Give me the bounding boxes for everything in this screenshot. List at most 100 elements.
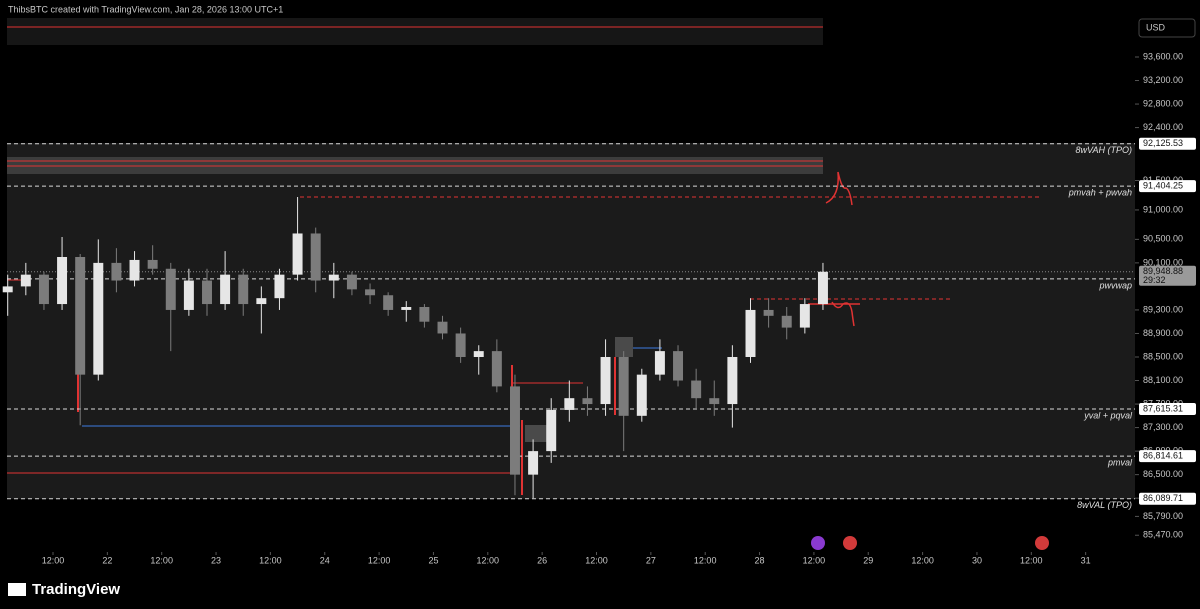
- level-name: 8wVAL (TPO): [1077, 500, 1132, 510]
- zone: [7, 18, 823, 45]
- candle-body: [383, 295, 394, 310]
- last-price: 89,948.88: [1143, 266, 1183, 276]
- y-tick-label: 92,400.00: [1143, 122, 1183, 132]
- price-axis: [1135, 0, 1200, 609]
- x-tick-label: 12:00: [1020, 555, 1043, 565]
- candle-body: [57, 257, 68, 305]
- candle-body: [183, 280, 194, 310]
- candle-body: [238, 274, 249, 305]
- level-price: 92,125.53: [1143, 138, 1183, 148]
- level-name: pmvah + pwvah: [1068, 188, 1132, 198]
- x-tick-label: 26: [537, 555, 547, 565]
- candle-body: [93, 262, 104, 375]
- level-name: yval + pqval: [1083, 410, 1133, 420]
- level-name: 8wVAH (TPO): [1075, 145, 1132, 155]
- x-tick-label: 12:00: [911, 555, 934, 565]
- candle-body: [781, 315, 792, 328]
- currency: USD: [1146, 22, 1166, 32]
- y-tick-label: 85,790.00: [1143, 511, 1183, 521]
- x-tick-label: 12:00: [259, 555, 282, 565]
- candle-body: [473, 351, 484, 357]
- level-price: 87,615.31: [1143, 403, 1183, 413]
- candle-body: [437, 321, 448, 334]
- x-tick-label: 24: [320, 555, 330, 565]
- candle-body: [636, 374, 647, 416]
- value-area: [7, 143, 1135, 499]
- candle-body: [401, 307, 412, 310]
- candle-body: [491, 351, 502, 387]
- scribble: [831, 301, 855, 327]
- x-tick-label: 27: [646, 555, 656, 565]
- icon: [1035, 536, 1049, 550]
- brand: TradingView: [32, 581, 120, 598]
- candle-body: [799, 304, 810, 328]
- candle-body: [618, 357, 629, 416]
- y-tick-label: 91,500.00: [1143, 175, 1183, 185]
- candle-body: [600, 357, 611, 405]
- candle-body: [328, 274, 339, 281]
- x-tick-label: 12:00: [368, 555, 391, 565]
- y-tick-label: 88,500.00: [1143, 351, 1183, 361]
- x-tick-label: 12:00: [803, 555, 826, 565]
- x-tick-label: 25: [428, 555, 438, 565]
- header: ThibsBTC created with TradingView.com, J…: [8, 4, 283, 14]
- candle-body: [20, 274, 31, 287]
- candle-body: [419, 307, 430, 322]
- level-price: 86,814.61: [1143, 451, 1183, 461]
- y-tick-label: 87,300.00: [1143, 422, 1183, 432]
- last-price-box: [1139, 265, 1196, 286]
- candle-body: [129, 259, 140, 281]
- candle-body: [2, 286, 13, 293]
- levels: 8wVAH (TPO) pmvah + pwvah pwvwap yval + pqv…: [7, 143, 1135, 510]
- candle-body: [75, 257, 86, 375]
- x-tick-label: 12:00: [42, 555, 65, 565]
- candle-body: [763, 309, 774, 316]
- countdown: 29:32: [1143, 275, 1166, 285]
- y-tick-label: 86,500.00: [1143, 469, 1183, 479]
- x-tick-label: 30: [972, 555, 982, 565]
- x-tick-label: 12:00: [477, 555, 500, 565]
- y-tick-label: 89,300.00: [1143, 304, 1183, 314]
- candle-body: [111, 262, 122, 281]
- candle-body: [274, 274, 285, 299]
- icon: [843, 536, 857, 550]
- y-tick-label: 92,800.00: [1143, 98, 1183, 108]
- x-tick-label: 23: [211, 555, 221, 565]
- level-price-box: [1139, 137, 1196, 150]
- y-tick-label: 85,470.00: [1143, 530, 1183, 540]
- x-tick-label: 12:00: [150, 555, 173, 565]
- x-tick-label: 28: [755, 555, 765, 565]
- y-tick-label: 90,100.00: [1143, 257, 1183, 267]
- candle-body: [727, 357, 738, 405]
- y-axis: 93,600.00 93,200.00 92,800.00 92,400.00 91,5…: [1135, 51, 1196, 540]
- candle-body: [582, 398, 593, 405]
- candle-body: [165, 268, 176, 310]
- candle-body: [654, 351, 665, 375]
- level-price-box: [1139, 403, 1196, 416]
- x-tick-label: 22: [102, 555, 112, 565]
- candle-body: [310, 233, 321, 281]
- scribble: [825, 171, 853, 206]
- candle-body: [365, 289, 376, 296]
- candle-body: [147, 259, 158, 269]
- currency-box: [1138, 18, 1196, 38]
- y-tick-label: 88,900.00: [1143, 328, 1183, 338]
- level-price-box: [1139, 180, 1196, 193]
- x-tick-label: 31: [1081, 555, 1091, 565]
- y-tick-label: 91,000.00: [1143, 204, 1183, 214]
- x-axis: 12:00 22 12:00 23 12:00 24 12:00 25 12:00 26 12:00…: [42, 552, 1091, 565]
- candle-body: [546, 409, 557, 452]
- level-price: 86,089.71: [1143, 493, 1183, 503]
- candle-body: [528, 451, 539, 475]
- x-tick-label: 29: [863, 555, 873, 565]
- candle-body: [673, 351, 684, 381]
- candle-body: [691, 380, 702, 399]
- candles: [2, 197, 828, 499]
- level-price-box: [1139, 492, 1196, 505]
- x-tick-label: 12:00: [694, 555, 717, 565]
- candle-body: [745, 309, 756, 357]
- level-price: 91,404.25: [1143, 181, 1183, 191]
- y-tick-label: 90,500.00: [1143, 234, 1183, 244]
